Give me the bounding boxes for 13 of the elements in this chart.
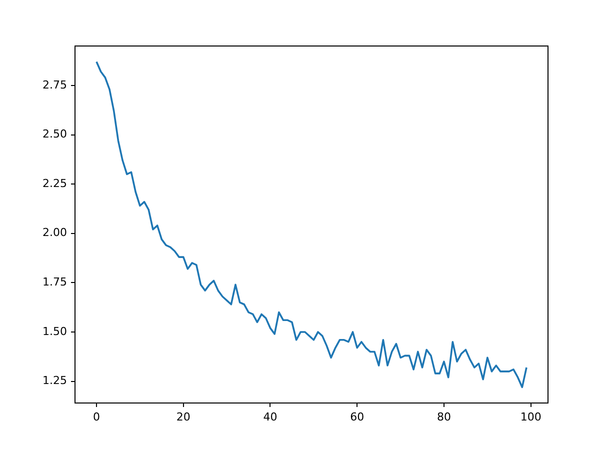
y-tick-label: 1.50 xyxy=(42,324,67,338)
x-tick-label: 0 xyxy=(93,410,100,424)
y-tick-label: 2.25 xyxy=(42,176,67,190)
y-tick-label: 2.50 xyxy=(42,128,67,141)
x-tick-label: 80 xyxy=(436,410,451,424)
x-tick-label: 20 xyxy=(176,410,190,424)
x-tick-label: 60 xyxy=(350,410,364,424)
y-tick-label: 1.75 xyxy=(42,276,67,289)
y-tick-label: 2.75 xyxy=(42,78,67,92)
x-tick-label: 100 xyxy=(520,410,542,424)
y-tick-label: 1.25 xyxy=(42,374,67,388)
y-tick-label: 2.00 xyxy=(42,226,67,240)
x-tick-label: 40 xyxy=(263,410,278,424)
